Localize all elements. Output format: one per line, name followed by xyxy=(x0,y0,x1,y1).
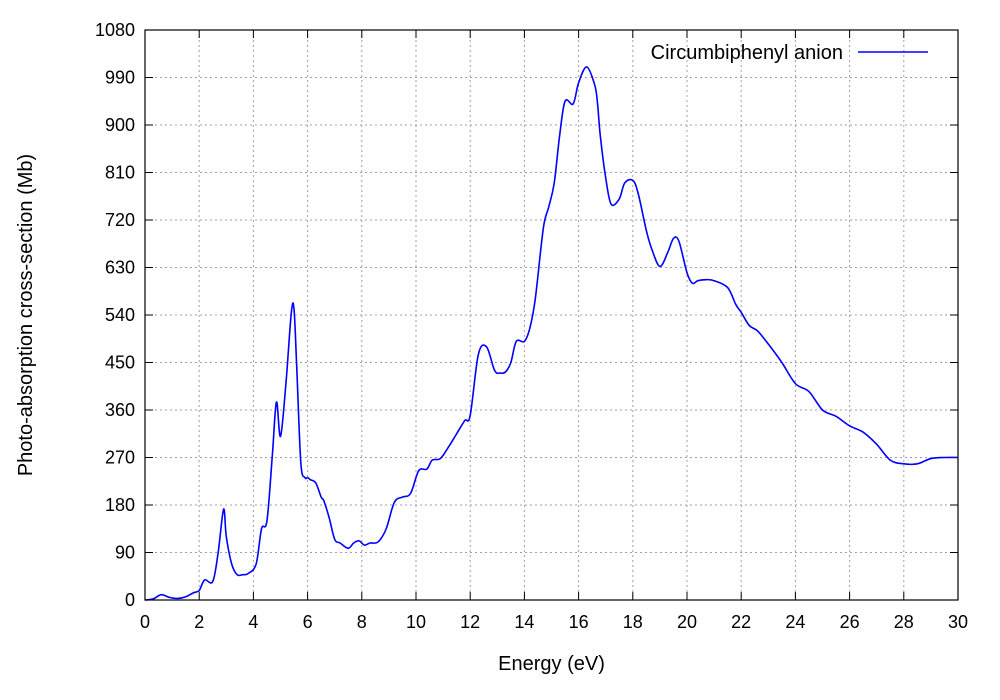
plot-frame xyxy=(144,29,959,601)
y-tick-label: 90 xyxy=(115,543,135,563)
x-tick-label: 16 xyxy=(569,612,589,632)
x-tick-label: 8 xyxy=(357,612,367,632)
y-tick-label: 270 xyxy=(105,448,135,468)
y-tick-label: 630 xyxy=(105,258,135,278)
x-tick-label: 18 xyxy=(623,612,643,632)
x-tick-labels: 0 2 4 6 8 10 12 14 16 18 20 22 24 26 28 30 xyxy=(140,612,968,632)
x-tick-label: 26 xyxy=(840,612,860,632)
y-tick-label: 900 xyxy=(105,115,135,135)
x-tick-label: 20 xyxy=(677,612,697,632)
x-tick-label: 6 xyxy=(303,612,313,632)
x-tick-label: 4 xyxy=(248,612,258,632)
y-axis-title: Photo-absorption cross-section (Mb) xyxy=(15,154,37,476)
y-tick-label: 720 xyxy=(105,210,135,230)
x-tick-label: 30 xyxy=(948,612,968,632)
y-tick-label: 180 xyxy=(105,495,135,515)
grid xyxy=(145,30,958,600)
x-tick-label: 2 xyxy=(194,612,204,632)
y-tick-label: 1080 xyxy=(95,20,135,40)
x-tick-label: 0 xyxy=(140,612,150,632)
y-tick-label: 990 xyxy=(105,68,135,88)
x-tick-label: 14 xyxy=(514,612,534,632)
y-tick-label: 810 xyxy=(105,163,135,183)
x-tick-label: 24 xyxy=(785,612,805,632)
y-tick-label: 0 xyxy=(125,590,135,610)
x-tick-label: 22 xyxy=(731,612,751,632)
series-line-0 xyxy=(144,66,959,601)
x-axis-title: Energy (eV) xyxy=(498,653,605,675)
x-tick-label: 12 xyxy=(460,612,480,632)
legend: Circumbiphenyl anion xyxy=(651,42,928,64)
x-tick-label: 28 xyxy=(894,612,914,632)
y-tick-label: 450 xyxy=(105,353,135,373)
series-group xyxy=(144,66,959,601)
y-tick-label: 360 xyxy=(105,400,135,420)
y-tick-labels: 0 90 180 270 360 450 540 630 720 810 900 990 1080 xyxy=(95,20,135,610)
x-tick-label: 10 xyxy=(406,612,426,632)
legend-label: Circumbiphenyl anion xyxy=(651,42,843,64)
y-tick-label: 540 xyxy=(105,305,135,325)
